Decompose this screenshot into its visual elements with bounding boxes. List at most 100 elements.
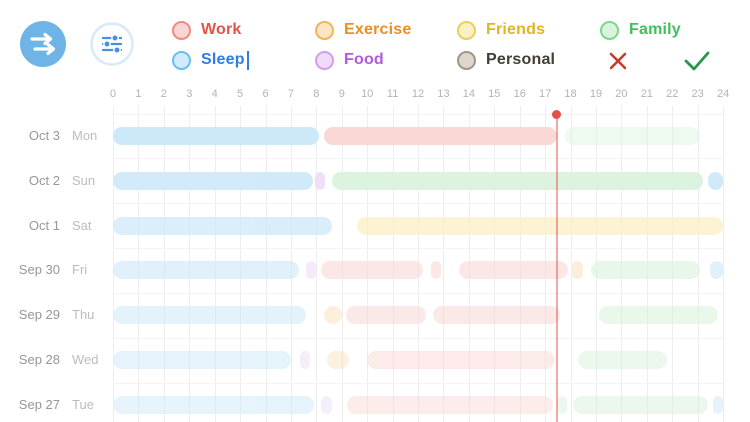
category-label: Personal: [486, 51, 556, 68]
activity-segment-food[interactable]: [299, 351, 310, 370]
activity-segment-sleep[interactable]: [113, 127, 319, 145]
activity-segment-friends[interactable]: [357, 216, 724, 235]
legend-item-sleep[interactable]: Sleep: [172, 48, 249, 72]
app-logo-button[interactable]: [19, 20, 67, 68]
activity-segment-food[interactable]: [321, 395, 332, 414]
row-day: Thu: [72, 307, 95, 323]
activity-segment-exercise[interactable]: [326, 351, 350, 370]
row-gridline: [113, 113, 724, 115]
day-row-label: Sep 29 Thu: [14, 307, 95, 323]
category-label: Food: [344, 51, 384, 68]
hour-gridline: [443, 106, 445, 422]
activity-segment-food[interactable]: [306, 261, 317, 280]
legend-item-family[interactable]: Family: [600, 18, 681, 42]
hour-tick-label: 8: [313, 88, 320, 100]
hour-tick-label: 22: [666, 88, 679, 100]
activity-segment-family[interactable]: [331, 171, 703, 190]
row-gridline: [113, 158, 724, 160]
hour-gridline: [113, 106, 114, 422]
activity-segment-work[interactable]: [345, 306, 426, 325]
row-date: Oct 1: [28, 217, 60, 233]
row-date: Sep 28: [18, 352, 60, 368]
activity-segment-family[interactable]: [565, 127, 701, 145]
day-row-label: Oct 1 Sat: [14, 218, 92, 233]
confirm-edit-button[interactable]: [680, 46, 714, 76]
hour-tick-label: 24: [716, 88, 730, 100]
category-label: Friends: [486, 21, 546, 38]
activity-segment-sleep[interactable]: [113, 395, 314, 414]
activity-segment-work[interactable]: [367, 351, 556, 370]
activity-segment-family[interactable]: [573, 395, 708, 414]
legend-item-friends[interactable]: Friends: [457, 18, 545, 42]
activity-segment-sleep[interactable]: [113, 306, 307, 325]
row-date: Sep 27: [18, 396, 60, 412]
text-cursor: [246, 50, 249, 70]
hour-tick-label: 18: [564, 88, 577, 100]
category-color-dot: [172, 50, 191, 70]
activity-segment-sleep[interactable]: [113, 351, 291, 370]
activity-segment-family[interactable]: [556, 395, 567, 414]
hour-tick-label: 1: [135, 88, 142, 100]
category-color-dot: [457, 50, 476, 70]
row-gridline: [113, 203, 724, 205]
legend-item-exercise[interactable]: Exercise: [315, 18, 411, 42]
current-time-line: [555, 115, 558, 422]
filter-button[interactable]: [90, 22, 134, 66]
category-label: Family: [629, 21, 681, 38]
category-color-dot: [315, 50, 334, 70]
category-color-dot: [315, 20, 334, 40]
activity-segment-work[interactable]: [430, 261, 441, 280]
activity-segment-work[interactable]: [321, 261, 424, 280]
hour-tick-label: 6: [262, 88, 269, 100]
legend-item-work[interactable]: Work: [172, 18, 242, 42]
filters-icon: [90, 22, 134, 66]
activity-segment-exercise[interactable]: [571, 261, 584, 280]
hour-tick-label: 20: [615, 88, 628, 100]
activity-segment-work[interactable]: [346, 395, 553, 414]
row-gridline: [113, 382, 724, 384]
activity-segment-sleep[interactable]: [712, 395, 724, 414]
activity-segment-family[interactable]: [598, 306, 718, 325]
activity-segment-work[interactable]: [458, 261, 568, 280]
legend-item-food[interactable]: Food: [315, 48, 384, 72]
day-row-label: Oct 3 Mon: [14, 128, 97, 143]
activity-segment-work[interactable]: [433, 306, 561, 325]
hour-tick-label: 9: [338, 88, 345, 100]
row-day: Wed: [72, 352, 99, 368]
row-date: Sep 30: [18, 262, 60, 278]
hour-tick-label: 10: [361, 88, 374, 100]
activity-segment-sleep[interactable]: [707, 171, 724, 190]
activity-segment-sleep[interactable]: [113, 171, 313, 190]
row-date: Oct 2: [28, 172, 60, 188]
x-icon: [609, 52, 627, 70]
category-label: Work: [201, 21, 242, 38]
activity-segment-work[interactable]: [323, 127, 557, 145]
activity-segment-family[interactable]: [578, 351, 668, 370]
activity-segment-sleep[interactable]: [113, 261, 299, 280]
hour-tick-label: 14: [462, 88, 475, 100]
day-row-label: Oct 2 Sun: [14, 173, 95, 188]
activity-segment-family[interactable]: [590, 261, 701, 280]
activity-segment-sleep[interactable]: [710, 261, 724, 280]
activity-segment-exercise[interactable]: [323, 306, 342, 325]
hour-tick-label: 3: [186, 88, 193, 100]
row-day: Sat: [72, 217, 92, 233]
row-day: Fri: [72, 262, 88, 278]
hour-tick-label: 19: [589, 88, 603, 100]
activity-segment-sleep[interactable]: [113, 216, 332, 235]
category-color-dot: [457, 20, 476, 40]
hour-gridline: [570, 106, 572, 422]
category-label: Exercise: [344, 21, 412, 38]
cancel-edit-button[interactable]: [605, 48, 631, 74]
hour-tick-label: 2: [160, 88, 167, 100]
legend-item-personal[interactable]: Personal: [457, 48, 555, 72]
hour-tick-label: 0: [109, 88, 117, 100]
activity-segment-food[interactable]: [315, 171, 326, 190]
category-color-dot: [172, 20, 191, 40]
